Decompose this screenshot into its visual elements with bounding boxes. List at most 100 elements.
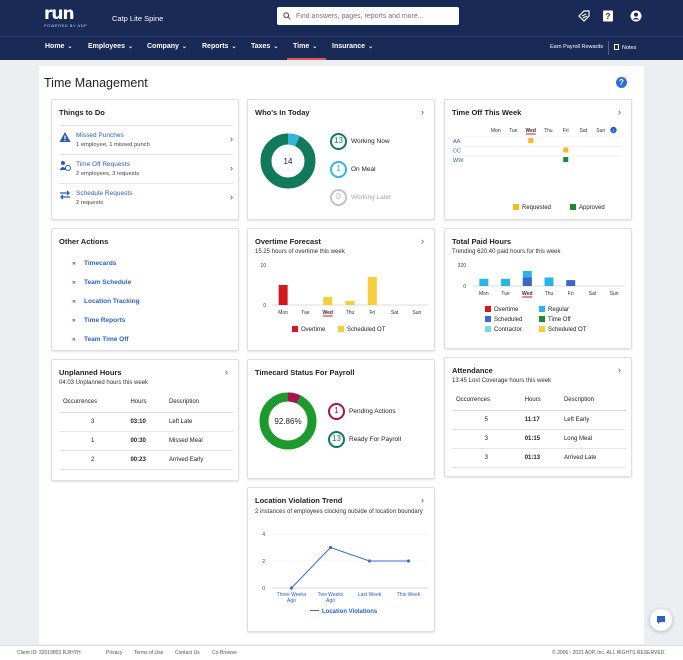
run-logo[interactable]: run POWERED BY ADP xyxy=(44,6,88,29)
donut-slice-on-meal xyxy=(260,133,316,189)
timecard-status-card: Timecard Status For Payroll 92.86% 1 Pend… xyxy=(247,359,435,479)
help-circle-icon[interactable]: ? xyxy=(616,77,627,88)
y-tick-label: 4 xyxy=(262,532,265,538)
footer-link-privacy[interactable]: Privacy xyxy=(106,650,123,656)
cell-hours: 01:15 xyxy=(520,429,560,449)
chat-button[interactable] xyxy=(650,609,672,631)
legend-scheduled-ot: Scheduled OT xyxy=(338,326,385,333)
data-point xyxy=(328,545,333,550)
time-off-marker xyxy=(563,147,569,153)
main-nav: Home ⌄ Employees ⌄ Company ⌄ Reports ⌄ Taxes… xyxy=(0,36,683,60)
tag-icon[interactable] xyxy=(578,10,590,22)
nav-reports[interactable]: Reports ⌄ xyxy=(202,43,236,50)
legend-location-violations: Location Violations xyxy=(310,609,377,615)
legend-swatch xyxy=(513,204,519,210)
todo-time-off-requests[interactable]: Time Off Requests 2 employees, 3 request… xyxy=(59,154,233,182)
x-tick-label: Fri xyxy=(568,291,574,297)
chevron-right-icon[interactable]: › xyxy=(618,107,621,117)
notes-label: Notes xyxy=(622,45,637,51)
todo-schedule-requests[interactable]: Schedule Requests 2 requests › xyxy=(59,183,233,211)
nav-company[interactable]: Company ⌄ xyxy=(147,43,187,50)
x-tick-label: Thu xyxy=(545,291,554,297)
day-label: Fri xyxy=(563,128,569,134)
nav-employees[interactable]: Employees ⌄ xyxy=(88,43,133,50)
earn-rewards-link[interactable]: Earn Payroll Rewards xyxy=(550,44,604,50)
count-ring: 13 xyxy=(328,431,345,448)
nav-company-label: Company xyxy=(147,43,179,50)
user-avatar-icon[interactable] xyxy=(630,10,642,22)
status-ready-for-payroll[interactable]: 13 Ready For Payroll xyxy=(328,431,401,448)
company-name: Catp Lite Spine xyxy=(112,14,164,23)
status-working-later: 0 Working Later xyxy=(330,189,391,206)
card-title: Unplanned Hours xyxy=(59,368,122,377)
legend-label: Scheduled OT xyxy=(347,327,386,333)
card-title: Location Violation Trend xyxy=(255,496,343,505)
series-line xyxy=(291,546,409,589)
card-subtitle: 2 instances of employees clocking outsid… xyxy=(255,509,423,515)
help-book-icon[interactable]: ? xyxy=(602,10,614,22)
card-title: Who's In Today xyxy=(255,108,310,117)
cell-description: Long Meal xyxy=(559,429,626,449)
nav-time[interactable]: Time ⌄ xyxy=(293,43,317,50)
chevron-right-icon[interactable]: › xyxy=(421,495,424,505)
bar-scheduled-ot xyxy=(367,277,377,305)
chevron-right-icon[interactable]: › xyxy=(421,236,424,246)
x-tick-label: Wed xyxy=(522,291,532,297)
legend-label: Overtime xyxy=(301,327,326,333)
notes-button[interactable]: Notes xyxy=(614,44,636,51)
y-tick-label: 10 xyxy=(260,263,266,269)
x-tick-label: Sun xyxy=(412,310,421,316)
status-pending-actions[interactable]: 1 Pending Actions xyxy=(328,403,396,420)
header-hours: Hours xyxy=(520,390,560,411)
cell-description: Left Early xyxy=(559,410,626,430)
todo-label: Time Off Requests xyxy=(76,161,130,168)
things-to-do-card: Things to Do Missed Punches 1 employee, … xyxy=(51,99,239,220)
legend-label: Location Violations xyxy=(322,609,378,615)
table-row: 3 03:10 Left Late xyxy=(59,412,233,432)
chevron-right-icon[interactable]: › xyxy=(225,367,228,377)
nav-home[interactable]: Home ⌄ xyxy=(45,43,72,50)
search-input[interactable] xyxy=(296,12,446,20)
search-box[interactable] xyxy=(277,7,459,25)
action-time-reports[interactable]: » Time Reports xyxy=(72,317,125,324)
footer-link-cobrowse[interactable]: Co-Browse xyxy=(212,650,237,656)
todo-missed-punches[interactable]: Missed Punches 1 employee, 1 missed punc… xyxy=(59,125,233,153)
legend-label: Requested xyxy=(522,205,552,211)
data-point xyxy=(406,559,411,563)
table-header-row: Occurrences Hours Description xyxy=(452,390,626,411)
card-title: Other Actions xyxy=(59,237,109,246)
chevron-right-icon[interactable]: › xyxy=(618,365,621,375)
search-icon xyxy=(283,12,291,20)
swap-arrows-icon xyxy=(60,190,70,200)
action-timecards[interactable]: » Timecards xyxy=(72,260,116,267)
card-subtitle: 04:03 Unplanned hours this week xyxy=(59,380,149,386)
header-description: Description xyxy=(165,392,233,413)
card-title: Timecard Status For Payroll xyxy=(255,368,355,377)
cell-description: Arrived Early xyxy=(165,450,233,470)
legend-label: Contractor xyxy=(494,327,523,333)
x-tick-label: Wed xyxy=(322,310,332,316)
card-title: Attendance xyxy=(452,366,493,375)
top-bar: run POWERED BY ADP Catp Lite Spine ? xyxy=(0,0,683,36)
nav-divider xyxy=(608,41,609,55)
nav-taxes[interactable]: Taxes ⌄ xyxy=(251,43,278,50)
warning-icon xyxy=(59,132,71,142)
cell-hours: 03:10 xyxy=(126,412,165,432)
nav-time-label: Time xyxy=(293,43,310,50)
footer: Client ID: 32019803 RJ/HYH Privacy Terms… xyxy=(0,645,683,660)
chevron-right-icon: › xyxy=(230,163,233,173)
table-row: 3 01:13 Arrived Late xyxy=(452,448,626,468)
nav-insurance[interactable]: Insurance ⌄ xyxy=(332,43,373,50)
legend-swatch xyxy=(539,306,545,312)
chevron-right-icon[interactable]: › xyxy=(421,107,424,117)
action-team-time-off[interactable]: » Team Time Off xyxy=(72,336,129,343)
header-occurrences: Occurrences xyxy=(452,390,521,411)
chevron-down-icon: ⌄ xyxy=(231,44,237,50)
nav-reports-label: Reports xyxy=(202,43,229,50)
footer-link-contact[interactable]: Contact Us xyxy=(175,650,200,656)
legend-time-off: Time Off xyxy=(539,316,571,323)
action-location-tracking[interactable]: » Location Tracking xyxy=(72,298,140,305)
footer-link-terms[interactable]: Terms of Use xyxy=(134,650,164,656)
cell-description: Missed Meal xyxy=(165,431,233,451)
action-team-schedule[interactable]: » Team Schedule xyxy=(72,279,131,286)
